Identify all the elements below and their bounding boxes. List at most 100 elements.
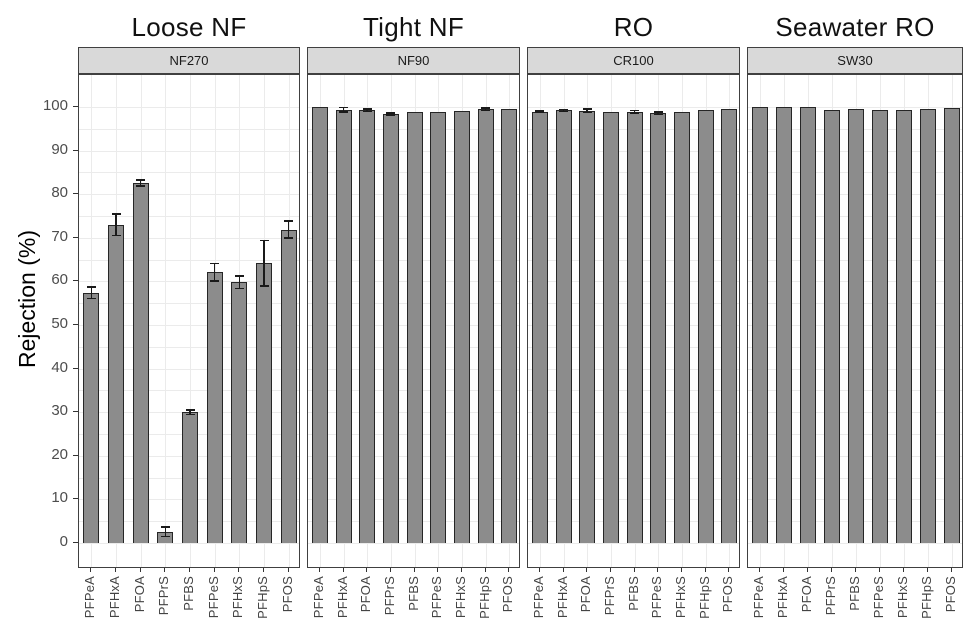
x-axis-tick (115, 568, 116, 572)
x-tick-label-PFHpS: PFHpS (697, 576, 712, 619)
x-axis-tick (414, 568, 415, 572)
x-axis-tick (807, 568, 808, 572)
bar-PFOS (721, 108, 737, 543)
facet-panel (307, 74, 520, 568)
y-axis-tick (73, 498, 78, 500)
grid-line-horizontal (308, 107, 519, 108)
x-axis-tick (539, 568, 540, 572)
grid-line-vertical (165, 75, 166, 567)
x-tick-label-PFPrS: PFPrS (602, 576, 617, 616)
bar-PFPrS (603, 112, 619, 543)
error-bar-cap (582, 108, 592, 110)
x-tick-label-PFPeA: PFPeA (751, 576, 766, 619)
x-tick-label-PFPrS: PFPrS (382, 576, 397, 616)
facet-strip-label: NF270 (169, 53, 209, 68)
facet-title: RO (613, 11, 654, 42)
error-bar-cap (160, 526, 170, 528)
bar-PFOA (800, 107, 816, 543)
grid-line-vertical (190, 75, 191, 567)
error-bar-cap (481, 109, 490, 112)
x-axis-tick (563, 568, 564, 572)
x-tick-label-PFOS: PFOS (280, 576, 295, 613)
x-tick-label-PFBS: PFBS (406, 576, 421, 611)
grid-line-horizontal (79, 107, 299, 108)
x-tick-label-PFHxA: PFHxA (107, 576, 122, 619)
y-axis-title: Rejection (%) (14, 230, 40, 369)
grid-line-horizontal (528, 107, 739, 108)
y-tick-label: 50 (51, 315, 68, 332)
y-axis-tick (73, 324, 78, 325)
x-axis-tick (951, 568, 952, 572)
error-bar-line (342, 107, 345, 112)
x-tick-label-PFHxA: PFHxA (555, 576, 570, 619)
x-tick-label-PFHxA: PFHxA (335, 576, 350, 619)
x-tick-label-PFPeA: PFPeA (531, 576, 546, 619)
x-tick-label-PFOA: PFOA (799, 576, 814, 613)
y-axis-tick (73, 236, 78, 238)
y-axis-tick (73, 280, 78, 282)
facet-strip: SW30 (747, 47, 963, 74)
y-tick-label: 10 (51, 489, 68, 507)
error-bar-cap (362, 110, 372, 113)
bar-PFBS (407, 112, 423, 543)
facet-strip: NF90 (307, 47, 520, 74)
grid-line-horizontal (79, 216, 299, 217)
error-bar-cap (339, 110, 348, 113)
bar-PFOS (944, 108, 960, 543)
error-bar-cap (284, 219, 294, 222)
facet-strip: NF270 (78, 47, 300, 74)
x-tick-label-PFOS: PFOS (500, 576, 515, 613)
x-tick-label-PFPrS: PFPrS (823, 576, 838, 616)
x-axis-tick (288, 568, 289, 572)
error-bar-line (633, 110, 636, 114)
error-bar-cap (284, 237, 294, 240)
error-bar-line (539, 110, 541, 113)
error-bar-cap (210, 280, 220, 282)
y-axis-tick (73, 149, 78, 151)
x-tick-label-PFPeA: PFPeA (82, 576, 97, 619)
bar-PFHxS (896, 109, 912, 543)
x-tick-label-PFOS: PFOS (943, 576, 958, 613)
bar-PFHxA (108, 224, 124, 543)
x-axis-tick (681, 568, 682, 572)
x-axis-tick (437, 568, 438, 572)
x-axis-tick (140, 568, 141, 572)
x-axis-tick (319, 568, 320, 572)
grid-line-horizontal (79, 172, 299, 174)
x-axis-tick (728, 568, 729, 572)
y-axis-tick (73, 106, 78, 107)
facet-title: Tight NF (362, 11, 465, 42)
x-tick-label-PFPeS: PFPeS (871, 576, 886, 619)
x-tick-label-PFHxS: PFHxS (453, 576, 468, 619)
x-axis-tick (214, 568, 215, 572)
error-bar-cap (559, 108, 568, 111)
y-axis-tick (73, 454, 78, 456)
x-tick-label-PFHpS: PFHpS (255, 576, 270, 619)
grid-line-horizontal (79, 194, 299, 196)
error-bar-cap (136, 179, 146, 181)
y-axis-tick (73, 367, 78, 369)
error-bar-line (657, 111, 659, 115)
error-bar-line (390, 113, 392, 115)
bar-PFHxS (674, 111, 690, 543)
bar-PFPeA (83, 292, 99, 543)
error-bar-line (164, 526, 167, 537)
x-axis-tick (343, 568, 344, 572)
bar-PFHpS (920, 109, 936, 543)
error-bar-cap (362, 107, 372, 110)
bar-PFOA (579, 110, 595, 543)
grid-line-horizontal (79, 237, 299, 239)
bar-PFOS (281, 229, 297, 543)
x-tick-label-PFBS: PFBS (626, 576, 641, 611)
x-tick-label-PFHpS: PFHpS (477, 576, 492, 619)
error-bar-cap (160, 535, 170, 538)
x-axis-tick (759, 568, 760, 572)
x-axis-tick (783, 568, 784, 572)
x-axis-tick (263, 568, 264, 572)
bar-PFHxS (454, 110, 470, 543)
bar-PFPrS (824, 110, 840, 543)
grid-line-horizontal (79, 390, 299, 392)
y-axis-tick (73, 411, 78, 413)
bar-PFPeS (872, 109, 888, 543)
